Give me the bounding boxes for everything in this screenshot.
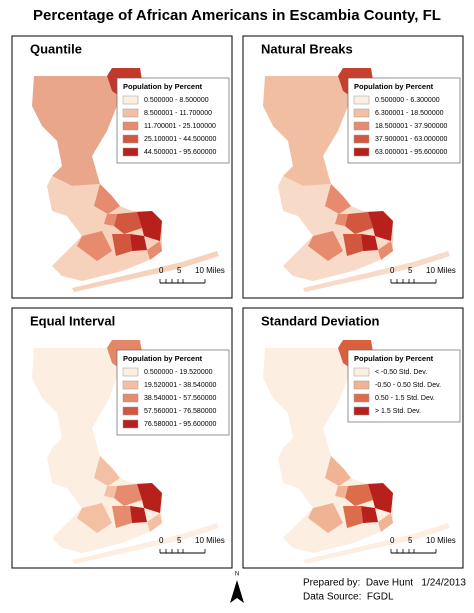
scale-label: 10 Miles: [426, 266, 456, 275]
scale-label: 5: [177, 536, 182, 545]
legend-label: 25.100001 - 44.500000: [144, 136, 217, 143]
scale-label: 0: [390, 266, 395, 275]
legend-swatch: [122, 419, 139, 429]
legend-label: 0.500000 - 6.300000: [375, 97, 440, 104]
panel-title: Equal Interval: [30, 313, 115, 328]
legend-label: 0.50 - 1.5 Std. Dev.: [375, 395, 435, 402]
scale-label: 10 Miles: [426, 536, 456, 545]
north-label: N: [235, 572, 239, 578]
legend-label: -0.50 - 0.50 Std. Dev.: [375, 382, 441, 389]
scale-label: 10 Miles: [195, 536, 225, 545]
legend-swatch: [353, 108, 370, 118]
legend-title: Population by Percent: [354, 82, 434, 91]
legend-label: 44.500001 - 95.600000: [144, 149, 217, 156]
legend-swatch: [122, 367, 139, 377]
legend-swatch: [122, 147, 139, 157]
legend-swatch: [353, 393, 370, 403]
scale-label: 5: [408, 536, 413, 545]
legend-label: 37.900001 - 63.000000: [375, 136, 448, 143]
panel-title: Natural Breaks: [261, 41, 353, 56]
credit-line: Prepared by: Dave Hunt 1/24/2013: [303, 578, 466, 589]
legend-label: 57.560001 - 76.580000: [144, 408, 217, 415]
legend-label: 18.500001 - 37.900000: [375, 123, 448, 130]
legend-swatch: [122, 121, 139, 131]
legend-label: 6.300001 - 18.500000: [375, 110, 444, 117]
panel-title: Quantile: [30, 41, 82, 56]
legend-label: 0.500000 - 8.500000: [144, 97, 209, 104]
legend-title: Population by Percent: [123, 82, 203, 91]
legend-swatch: [353, 134, 370, 144]
legend-swatch: [353, 121, 370, 131]
scale-label: 10 Miles: [195, 266, 225, 275]
scale-label: 0: [390, 536, 395, 545]
legend-swatch: [353, 95, 370, 105]
legend-label: 0.500000 - 19.520000: [144, 369, 213, 376]
legend-swatch: [122, 134, 139, 144]
scale-label: 5: [408, 266, 413, 275]
north-arrow-shape: [230, 580, 244, 603]
map-panel: Natural Breaks Population by Percent 0.500…: [242, 35, 464, 299]
map-panel: Equal Interval Population by Percent 0.500…: [11, 307, 233, 569]
legend-swatch: [122, 393, 139, 403]
legend-label: 38.540001 - 57.560000: [144, 395, 217, 402]
legend-label: 8.500001 - 11.700000: [144, 110, 212, 117]
legend-label: 19.520001 - 38.540000: [144, 382, 217, 389]
credit-line: Data Source: FGDL: [303, 592, 394, 603]
legend-label: > 1.5 Std. Dev.: [375, 408, 421, 415]
north-arrow: N: [230, 572, 244, 603]
legend-swatch: [353, 367, 370, 377]
map-panel: Quantile Population by Percent 0.500000 - …: [11, 35, 233, 299]
legend-swatch: [353, 406, 370, 416]
legend-title: Population by Percent: [123, 354, 203, 363]
scale-label: 5: [177, 266, 182, 275]
panel-title: Standard Deviation: [261, 313, 380, 328]
legend-swatch: [122, 406, 139, 416]
legend-swatch: [122, 95, 139, 105]
page-title: Percentage of African Americans in Escam…: [33, 7, 441, 24]
scale-label: 0: [159, 266, 164, 275]
map-panel: Standard Deviation Population by Percent <…: [242, 307, 464, 569]
scale-label: 0: [159, 536, 164, 545]
legend-label: < -0.50 Std. Dev.: [375, 369, 427, 376]
legend-label: 63.000001 - 95.600000: [375, 149, 448, 156]
legend-label: 76.580001 - 95.600000: [144, 421, 217, 428]
legend-swatch: [122, 108, 139, 118]
legend-label: 11.700001 - 25.100000: [144, 123, 216, 130]
legend-swatch: [122, 380, 139, 390]
legend-swatch: [353, 147, 370, 157]
legend-swatch: [353, 380, 370, 390]
legend-title: Population by Percent: [354, 354, 434, 363]
